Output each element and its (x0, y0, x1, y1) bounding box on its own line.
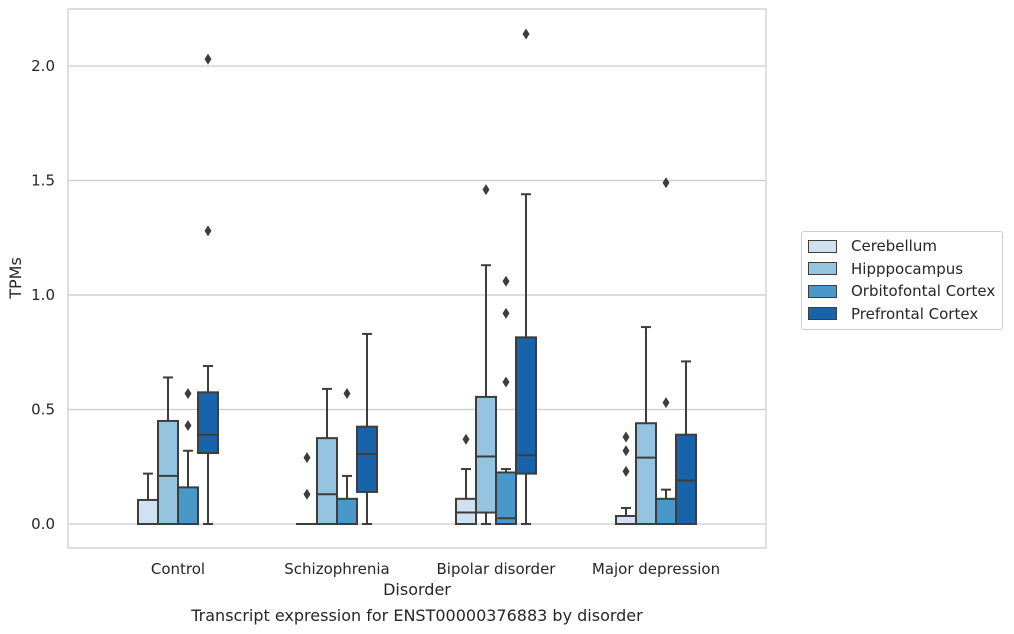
y-tick-label: 0.5 (31, 401, 55, 419)
outlier-point (622, 431, 630, 443)
outlier-point (482, 184, 490, 196)
outlier-point (462, 433, 470, 445)
box-hipppocampus (316, 387, 338, 525)
box-iqr (615, 514, 637, 525)
box-orbitofontal-cortex (655, 177, 677, 525)
outlier-point (502, 275, 510, 287)
box-iqr (316, 437, 338, 525)
outlier-point (184, 387, 192, 399)
legend-label: Orbitofontal Cortex (851, 282, 996, 301)
box-iqr (177, 486, 199, 525)
y-axis-label: TPMs (6, 257, 25, 300)
x-tick-label: Bipolar disorder (437, 560, 557, 578)
box-hipppocampus (157, 376, 179, 526)
y-tick-label: 0.0 (31, 515, 55, 533)
outlier-point (662, 177, 670, 189)
figure-caption: Transcript expression for ENST0000037688… (191, 606, 643, 625)
box-series (137, 28, 697, 526)
outlier-point (303, 488, 311, 500)
legend-item: Orbitofontal Cortex (802, 280, 1002, 303)
legend-swatch (808, 262, 837, 276)
box-iqr (515, 336, 537, 475)
box-cerebellum (455, 433, 477, 525)
box-prefrontal-cortex (356, 332, 378, 525)
outlier-point (343, 387, 351, 399)
box-iqr (137, 498, 159, 525)
box-hipppocampus (475, 184, 497, 525)
legend-swatch (808, 239, 837, 253)
y-tick-label: 1.0 (31, 286, 55, 304)
y-tick-label: 2.0 (31, 57, 55, 75)
box-orbitofontal-cortex (495, 275, 517, 526)
box-cerebellum (137, 472, 159, 525)
box-orbitofontal-cortex (177, 387, 199, 525)
box-orbitofontal-cortex (336, 387, 358, 525)
legend-item: Prefrontal Cortex (802, 303, 1002, 326)
box-prefrontal-cortex (675, 360, 697, 525)
legend-label: Cerebellum (851, 237, 937, 256)
legend-label: Hipppocampus (851, 259, 964, 278)
y-tick-labels: 0.0 0.5 1.0 1.5 2.0 (31, 57, 55, 533)
box-iqr (475, 395, 497, 514)
outlier-point (662, 397, 670, 409)
x-tick-label: Major depression (592, 560, 720, 578)
box-cerebellum (615, 431, 637, 525)
box-iqr (635, 422, 657, 525)
legend-label: Prefrontal Cortex (851, 304, 979, 323)
legend-item: Cerebellum (802, 235, 1002, 258)
box-hipppocampus (635, 326, 657, 525)
outlier-point (502, 307, 510, 319)
outlier-point (502, 376, 510, 388)
outlier-point (522, 28, 530, 40)
plot-area-frame (67, 8, 767, 549)
box-iqr (675, 433, 697, 525)
x-tick-label: Control (151, 560, 205, 578)
box-iqr (356, 425, 378, 493)
box-iqr (157, 419, 179, 526)
box-iqr (495, 471, 517, 526)
x-axis-label: Disorder (383, 580, 451, 599)
outlier-point (204, 53, 212, 65)
outlier-point (622, 445, 630, 457)
x-tick-labels: Control Schizophrenia Bipolar disorder Majo… (151, 560, 720, 578)
y-tick-label: 1.5 (31, 172, 55, 190)
x-tick-label: Schizophrenia (284, 560, 389, 578)
outlier-point (184, 420, 192, 432)
legend-item: Hipppocampus (802, 258, 1002, 281)
legend-swatch (808, 307, 837, 321)
outlier-point (204, 225, 212, 237)
box-iqr (197, 391, 219, 455)
box-cerebellum (296, 452, 318, 526)
box-prefrontal-cortex (197, 53, 219, 525)
legend: Cerebellum Hipppocampus Orbitofontal Corte… (801, 231, 1003, 330)
box-prefrontal-cortex (515, 28, 537, 525)
box-iqr (336, 497, 358, 525)
outlier-point (303, 452, 311, 464)
legend-swatch (808, 284, 837, 298)
box-iqr (655, 497, 677, 525)
outlier-point (622, 465, 630, 477)
box-iqr (455, 497, 477, 525)
